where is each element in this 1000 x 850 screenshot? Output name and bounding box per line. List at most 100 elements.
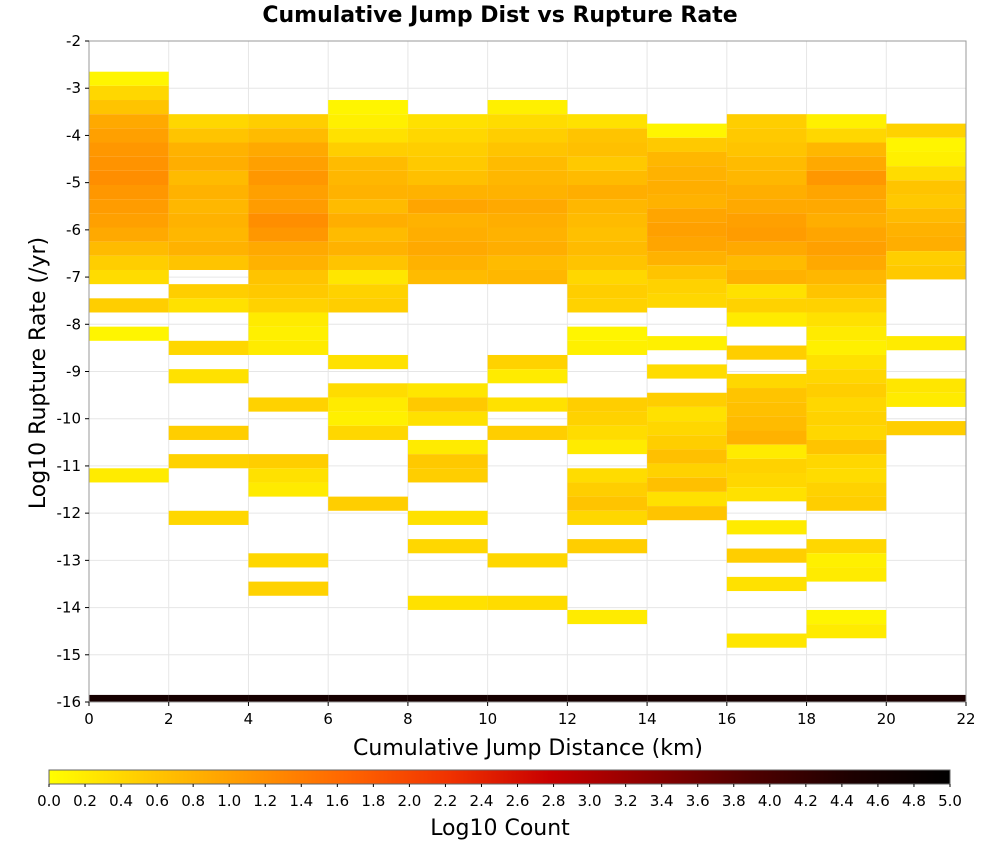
heatmap-cell xyxy=(567,539,648,554)
heatmap-cell xyxy=(647,694,727,702)
heatmap-cell xyxy=(487,114,568,129)
heatmap-cell xyxy=(726,373,807,389)
heatmap-cell xyxy=(89,298,169,313)
heatmap-cell xyxy=(726,199,807,214)
heatmap-cell xyxy=(407,468,488,483)
heatmap-cell xyxy=(328,227,408,242)
heatmap-cell xyxy=(248,156,329,171)
heatmap-cell xyxy=(726,430,807,445)
heatmap-cell xyxy=(328,383,408,398)
heatmap-cell xyxy=(726,458,807,474)
x-tick-label: 16 xyxy=(717,710,736,728)
heatmap-cell xyxy=(487,369,568,384)
colorbar-tick-label: 2.2 xyxy=(434,792,458,810)
heatmap-cell xyxy=(647,251,727,266)
heatmap-cell xyxy=(168,694,249,702)
heatmap-cell xyxy=(168,298,249,313)
colorbar-tick-label: 0.6 xyxy=(145,792,169,810)
heatmap-cell xyxy=(407,227,488,242)
heatmap-cell xyxy=(806,624,887,639)
heatmap-cell xyxy=(407,241,488,256)
heatmap-cell xyxy=(487,142,568,157)
heatmap-cell xyxy=(806,496,887,511)
y-tick-label: -7 xyxy=(66,268,81,286)
heatmap-cell xyxy=(567,241,648,256)
heatmap-cell xyxy=(248,581,329,596)
heatmap-cell xyxy=(168,142,249,157)
heatmap-cell xyxy=(487,595,568,610)
x-tick-label: 12 xyxy=(558,710,577,728)
heatmap-cell xyxy=(726,444,807,459)
x-tick-label: 10 xyxy=(478,710,497,728)
heatmap-cell xyxy=(487,397,568,412)
heatmap-cell xyxy=(248,255,329,270)
y-tick-label: -8 xyxy=(66,315,81,333)
heatmap-cell xyxy=(248,454,329,469)
heatmap-cell xyxy=(647,151,727,167)
heatmap-cell xyxy=(806,128,887,143)
heatmap-cell xyxy=(647,364,727,379)
heatmap-cell xyxy=(726,312,807,327)
heatmap-cell xyxy=(407,539,488,554)
heatmap-cell xyxy=(168,199,249,214)
heatmap-cell xyxy=(726,156,807,171)
heatmap-cell xyxy=(647,166,727,181)
x-tick-label: 2 xyxy=(164,710,174,728)
heatmap-cell xyxy=(567,425,648,440)
heatmap-cell xyxy=(647,123,727,138)
heatmap-cell xyxy=(726,269,807,285)
heatmap-cell xyxy=(328,298,408,313)
heatmap-cell xyxy=(407,128,488,143)
heatmap-cell xyxy=(726,402,807,417)
heatmap-cell xyxy=(567,340,648,355)
heatmap-cell xyxy=(328,425,408,440)
heatmap-cell xyxy=(806,284,887,299)
heatmap-cell xyxy=(726,576,807,592)
heatmap-cell xyxy=(567,397,648,412)
heatmap-cell xyxy=(168,170,249,186)
y-tick-label: -11 xyxy=(57,457,82,475)
heatmap-cell xyxy=(647,421,727,436)
heatmap-cell xyxy=(168,185,249,200)
heatmap-cell xyxy=(248,397,329,412)
heatmap-cell xyxy=(886,137,966,152)
heatmap-cell xyxy=(168,284,249,299)
heatmap-cell xyxy=(806,369,887,384)
heatmap-cell xyxy=(248,185,329,200)
heatmap-cell xyxy=(248,241,329,256)
heatmap-cell xyxy=(407,269,488,285)
heatmap-cell xyxy=(567,298,648,313)
colorbar-tick-label: 0.2 xyxy=(73,792,97,810)
colorbar-tick-label: 4.4 xyxy=(830,792,854,810)
heatmap-cell xyxy=(806,482,887,497)
heatmap-cell xyxy=(647,265,727,280)
y-tick-label: -3 xyxy=(66,79,81,97)
heatmap-cell xyxy=(806,567,887,582)
heatmap-cell xyxy=(806,298,887,313)
heatmap-cell xyxy=(248,468,329,483)
heatmap-cell xyxy=(726,298,807,313)
heatmap-cell xyxy=(647,293,727,308)
heatmap-cell xyxy=(248,142,329,157)
heatmap-cell xyxy=(726,473,807,488)
heatmap-cell xyxy=(487,255,568,270)
heatmap-cell xyxy=(806,170,887,186)
heatmap-cell xyxy=(567,284,648,299)
heatmap-cell xyxy=(487,553,568,568)
heatmap-cell xyxy=(726,487,807,502)
heatmap-cell xyxy=(407,156,488,171)
heatmap-cell xyxy=(726,213,807,228)
colorbar-tick-label: 2.0 xyxy=(397,792,421,810)
heatmap-cell xyxy=(726,416,807,431)
colorbar-tick-label: 3.0 xyxy=(578,792,602,810)
heatmap-cell xyxy=(647,506,727,521)
x-tick-label: 20 xyxy=(877,710,896,728)
y-tick-label: -5 xyxy=(66,174,81,192)
heatmap-cell xyxy=(407,142,488,157)
heatmap-cell xyxy=(407,454,488,469)
y-tick-label: -14 xyxy=(57,599,82,617)
heatmap-cell xyxy=(806,454,887,469)
colorbar-tick-label: 0.4 xyxy=(109,792,133,810)
heatmap-cell xyxy=(248,128,329,143)
colorbar-tick-label: 1.6 xyxy=(325,792,349,810)
